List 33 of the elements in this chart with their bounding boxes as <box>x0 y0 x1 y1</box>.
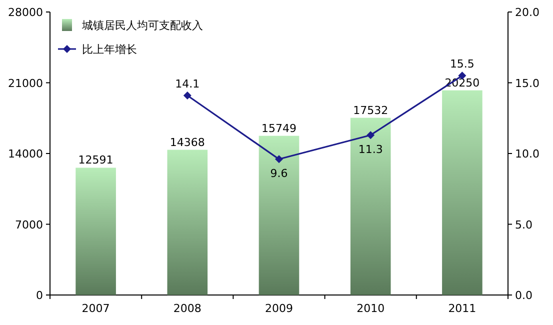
bar <box>350 118 391 295</box>
data-label: 11.3 <box>358 143 383 156</box>
point <box>183 91 192 100</box>
data-label: 12591 <box>78 154 114 167</box>
x-tick-label: 2010 <box>356 302 385 315</box>
bar <box>442 90 482 295</box>
y-tick-label: 0 <box>36 289 43 302</box>
y-tick-label: 21000 <box>8 76 43 90</box>
data-label: 15.5 <box>450 58 474 71</box>
y-tick-label: 7000 <box>15 218 43 232</box>
data-label: 14368 <box>170 136 205 149</box>
y2-tick-label: 15.0 <box>515 76 540 90</box>
y2-tick-label: 0.0 <box>515 289 532 302</box>
data-label: 17532 <box>353 104 388 117</box>
y2-tick-label: 10.0 <box>515 148 540 160</box>
x-tick-label: 2008 <box>173 302 202 315</box>
data-label: 15749 <box>262 122 296 135</box>
y-tick-label: 28000 <box>8 6 43 19</box>
bar <box>76 168 116 295</box>
y2-tick-label: 5.0 <box>515 218 532 232</box>
point <box>366 131 375 140</box>
data-label: 9.6 <box>270 167 288 180</box>
data-label: 14.1 <box>175 77 200 90</box>
point <box>275 155 283 164</box>
bar <box>258 136 300 295</box>
y2-tick-label: 20.0 <box>515 6 540 19</box>
legend-label: 城镇居民人均可支配收入 <box>81 19 203 32</box>
bar <box>167 150 208 295</box>
x-tick-label: 2011 <box>448 302 476 315</box>
x-tick-label: 2007 <box>82 302 110 315</box>
legend-label: 比上年增长 <box>82 43 137 56</box>
x-tick-label: 2009 <box>265 302 293 315</box>
y-tick-label: 14000 <box>8 148 43 160</box>
